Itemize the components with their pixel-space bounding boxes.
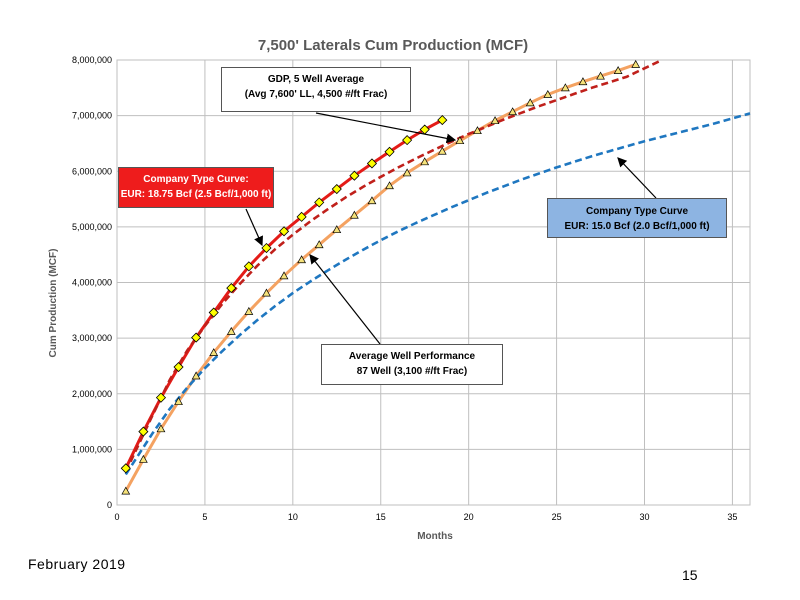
y-tick-label: 3,000,000 (72, 333, 112, 343)
average-dashed-curve-line (124, 58, 663, 473)
gdp-data-point (243, 261, 254, 272)
gdp-data-point (314, 197, 325, 208)
callout-company-18-line1: Company Type Curve: (143, 174, 249, 185)
average-well-data-point (156, 424, 166, 433)
gdp-data-point (384, 146, 395, 157)
gdp-arrow (315, 112, 457, 144)
average-well-data-point (578, 77, 588, 86)
callout-gdp-average: GDP, 5 Well Average (Avg 7,600' LL, 4,50… (221, 67, 411, 112)
gdp-data-point (402, 135, 413, 146)
y-tick-label: 5,000,000 (72, 222, 112, 232)
callout-arrows (245, 112, 657, 345)
average-well-data-point (613, 66, 623, 74)
average-well-data-point (297, 255, 307, 264)
y-axis-label: Cum Production (MCF) (48, 249, 59, 358)
y-tick-label: 4,000,000 (72, 278, 112, 288)
gdp-data-point (155, 392, 167, 403)
average-well-data-point (191, 371, 201, 380)
average-well-data-point (279, 271, 289, 280)
y-tick-label: 6,000,000 (72, 166, 112, 176)
average-well-data-point (473, 126, 482, 135)
gdp-data-point (120, 463, 131, 474)
average-well-data-point (455, 136, 465, 145)
gdp-data-point (331, 183, 342, 195)
average-well-data-point (420, 157, 430, 166)
average-well-data-point (262, 288, 271, 297)
average-well-data-point (121, 486, 131, 495)
average-well-data-point (314, 240, 324, 249)
tick-labels: 0 1,000,000 2,000,000 3,000,000 4,000,000 5,0… (72, 55, 737, 522)
callout-gdp-line1: GDP, 5 Well Average (267, 74, 365, 85)
chart-title: 7,500' Laterals Cum Production (MCF) (258, 37, 528, 54)
gdp-data-point (191, 332, 202, 343)
gdp-data-point (226, 282, 237, 294)
company-15-curve-line (124, 112, 751, 476)
average-well-data-point (543, 89, 553, 98)
x-tick-label: 35 (727, 512, 737, 522)
average-well-data-point (367, 196, 377, 205)
callout-company-15-line2: EUR: 15.0 Bcf (2.0 Bcf/1,000 ft) (564, 221, 710, 232)
callout-company-type-curve-18: Company Type Curve: EUR: 18.75 Bcf (2.5 … (118, 167, 274, 208)
average-well-data-point (490, 116, 500, 125)
callout-avg-line1: Average Well Performance (348, 351, 476, 362)
average-well-data-point (244, 306, 254, 315)
average-well-data-point (525, 98, 535, 107)
y-tick-label: 2,000,000 (72, 389, 112, 399)
x-tick-label: 10 (288, 512, 298, 522)
gdp-data-point (138, 426, 149, 437)
footer-date: February 2019 (28, 556, 126, 572)
average-well-data-point (209, 348, 219, 356)
page-number: 15 (682, 567, 698, 583)
gdp-data-point (349, 170, 360, 181)
average-well-data-point (508, 107, 518, 116)
series-markers (120, 59, 641, 495)
gdp-data-point (261, 242, 272, 254)
gdp-data-point (366, 158, 378, 169)
callout-company-18-line2: EUR: 18.75 Bcf (2.5 Bcf/1,000 ft) (120, 189, 272, 200)
y-tick-label: 1,000,000 (72, 444, 112, 454)
average-well-arrow (309, 254, 381, 345)
x-tick-label: 5 (202, 512, 207, 522)
average-well-data-point (138, 454, 148, 463)
average-well-data-point (349, 210, 359, 219)
x-tick-label: 25 (552, 512, 562, 522)
gdp-data-point (173, 361, 184, 373)
x-tick-label: 15 (376, 512, 386, 522)
y-tick-label: 0 (107, 500, 112, 510)
gdp-data-point (208, 307, 219, 318)
average-well-data-point (226, 326, 236, 335)
x-tick-label: 20 (464, 512, 474, 522)
average-well-data-point (560, 83, 570, 92)
x-tick-label: 0 (114, 512, 119, 522)
x-tick-label: 30 (639, 512, 649, 522)
callout-avg-line2: 87 Well (3,100 #/ft Frac) (356, 366, 468, 377)
callout-company-type-curve-15: Company Type Curve EUR: 15.0 Bcf (2.0 Bc… (547, 198, 727, 238)
x-axis-label: Months (417, 531, 453, 542)
company-15-arrow (617, 157, 657, 199)
gdp-data-point (437, 115, 448, 126)
average-well-data-point (631, 59, 641, 68)
average-well-curve-line (124, 62, 637, 492)
callout-company-15-line1: Company Type Curve (585, 206, 689, 217)
gdp-data-point (296, 211, 307, 222)
average-well-data-point (174, 397, 183, 405)
average-well-data-point (596, 71, 605, 80)
average-well-data-point (402, 168, 412, 177)
gdp-data-point (278, 226, 290, 237)
y-tick-label: 8,000,000 (72, 55, 112, 65)
callout-gdp-line2: (Avg 7,600' LL, 4,500 #/ft Frac) (244, 89, 388, 100)
company-18-arrow (245, 208, 263, 247)
y-tick-label: 7,000,000 (72, 111, 112, 121)
series-lines (124, 58, 751, 492)
grid (116, 59, 751, 506)
average-well-data-point (437, 146, 447, 155)
average-well-data-point (385, 181, 394, 190)
callout-average-well: Average Well Performance 87 Well (3,100 … (321, 344, 503, 385)
average-well-data-point (332, 225, 342, 234)
